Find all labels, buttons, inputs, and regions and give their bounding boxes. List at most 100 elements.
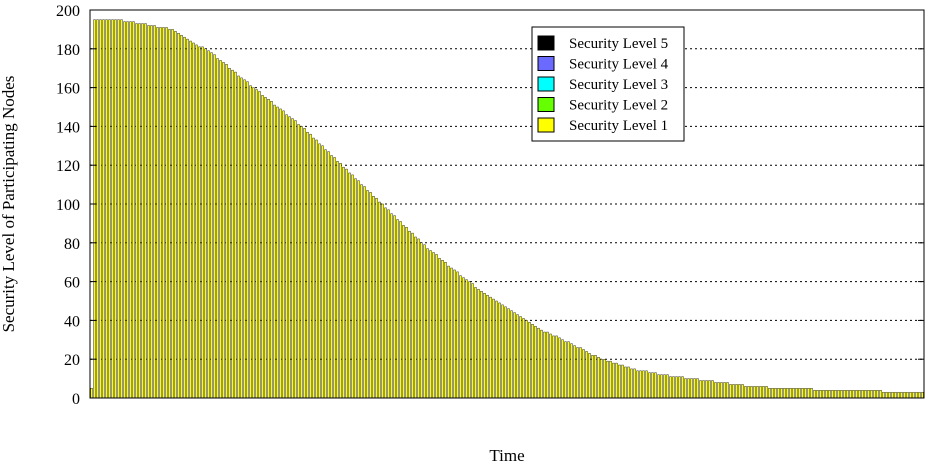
bar (618, 364, 621, 399)
grid-lines (90, 48, 924, 360)
bar (198, 46, 201, 399)
legend-swatch (537, 117, 555, 133)
bar (546, 331, 549, 399)
legend-label: Security Level 2 (569, 98, 668, 114)
bar (186, 38, 189, 399)
bar (741, 384, 744, 399)
bar (828, 390, 831, 399)
bar (891, 391, 894, 399)
bar (696, 378, 699, 399)
bar (606, 360, 609, 399)
bar (609, 360, 612, 399)
bar (252, 87, 255, 399)
bar (549, 333, 552, 399)
y-tick-label: 0 (72, 391, 80, 408)
bar (354, 178, 357, 399)
bar (561, 339, 564, 399)
bar (180, 35, 183, 399)
bar (852, 390, 855, 399)
bar (702, 380, 705, 399)
bar (231, 69, 234, 399)
bar (99, 19, 102, 399)
bar (297, 124, 300, 399)
bar (522, 318, 525, 399)
bar (717, 382, 720, 399)
legend-swatch (537, 76, 555, 92)
bar (876, 390, 879, 399)
bar (483, 293, 486, 399)
bar (402, 225, 405, 399)
bar (141, 23, 144, 399)
bar (678, 376, 681, 399)
bar (759, 386, 762, 399)
bar (807, 388, 810, 399)
bar (126, 21, 129, 399)
bar (420, 242, 423, 399)
bar (639, 370, 642, 399)
bar (714, 382, 717, 399)
bar (336, 161, 339, 399)
bar (489, 296, 492, 399)
bar (357, 180, 360, 399)
bar (390, 213, 393, 399)
bar (582, 349, 585, 399)
bar (648, 372, 651, 399)
bar (900, 391, 903, 399)
bar (822, 390, 825, 399)
bar (261, 95, 264, 399)
bar (324, 149, 327, 399)
bar (255, 89, 258, 399)
bar (888, 391, 891, 399)
bar (645, 370, 648, 399)
bar (321, 145, 324, 399)
bar (840, 390, 843, 399)
bar (150, 25, 153, 399)
bar (564, 341, 567, 399)
bar (768, 388, 771, 399)
bar (912, 391, 915, 399)
bar (339, 163, 342, 399)
bar (240, 77, 243, 399)
bar (657, 374, 660, 399)
bar (864, 390, 867, 399)
bar (780, 388, 783, 399)
bar (798, 388, 801, 399)
bar (501, 304, 504, 399)
bar (861, 390, 864, 399)
bar (588, 353, 591, 399)
bar (879, 390, 882, 399)
bar (294, 120, 297, 399)
bar (330, 155, 333, 399)
bar (201, 46, 204, 399)
bar (279, 108, 282, 399)
bar (756, 386, 759, 399)
bar (777, 388, 780, 399)
bar (558, 337, 561, 399)
bar (123, 21, 126, 399)
bar (171, 29, 174, 399)
bar (456, 271, 459, 399)
bar (723, 382, 726, 399)
bar (132, 21, 135, 399)
bar (348, 172, 351, 399)
bar (471, 283, 474, 399)
bar (462, 277, 465, 399)
legend-label: Security Level 1 (569, 118, 668, 134)
bar (834, 390, 837, 399)
bar (129, 21, 132, 399)
legend-label: Security Level 3 (569, 77, 668, 93)
bar (516, 314, 519, 399)
y-tick-label: 40 (64, 313, 80, 330)
bar (846, 390, 849, 399)
bar (102, 19, 105, 399)
bar (318, 143, 321, 399)
bar (729, 384, 732, 399)
bar (486, 294, 489, 399)
bar (393, 215, 396, 399)
y-tick-label: 80 (64, 236, 80, 253)
bar (615, 362, 618, 399)
bar (513, 312, 516, 399)
bar (282, 110, 285, 399)
bar (396, 219, 399, 399)
bar (276, 106, 279, 399)
